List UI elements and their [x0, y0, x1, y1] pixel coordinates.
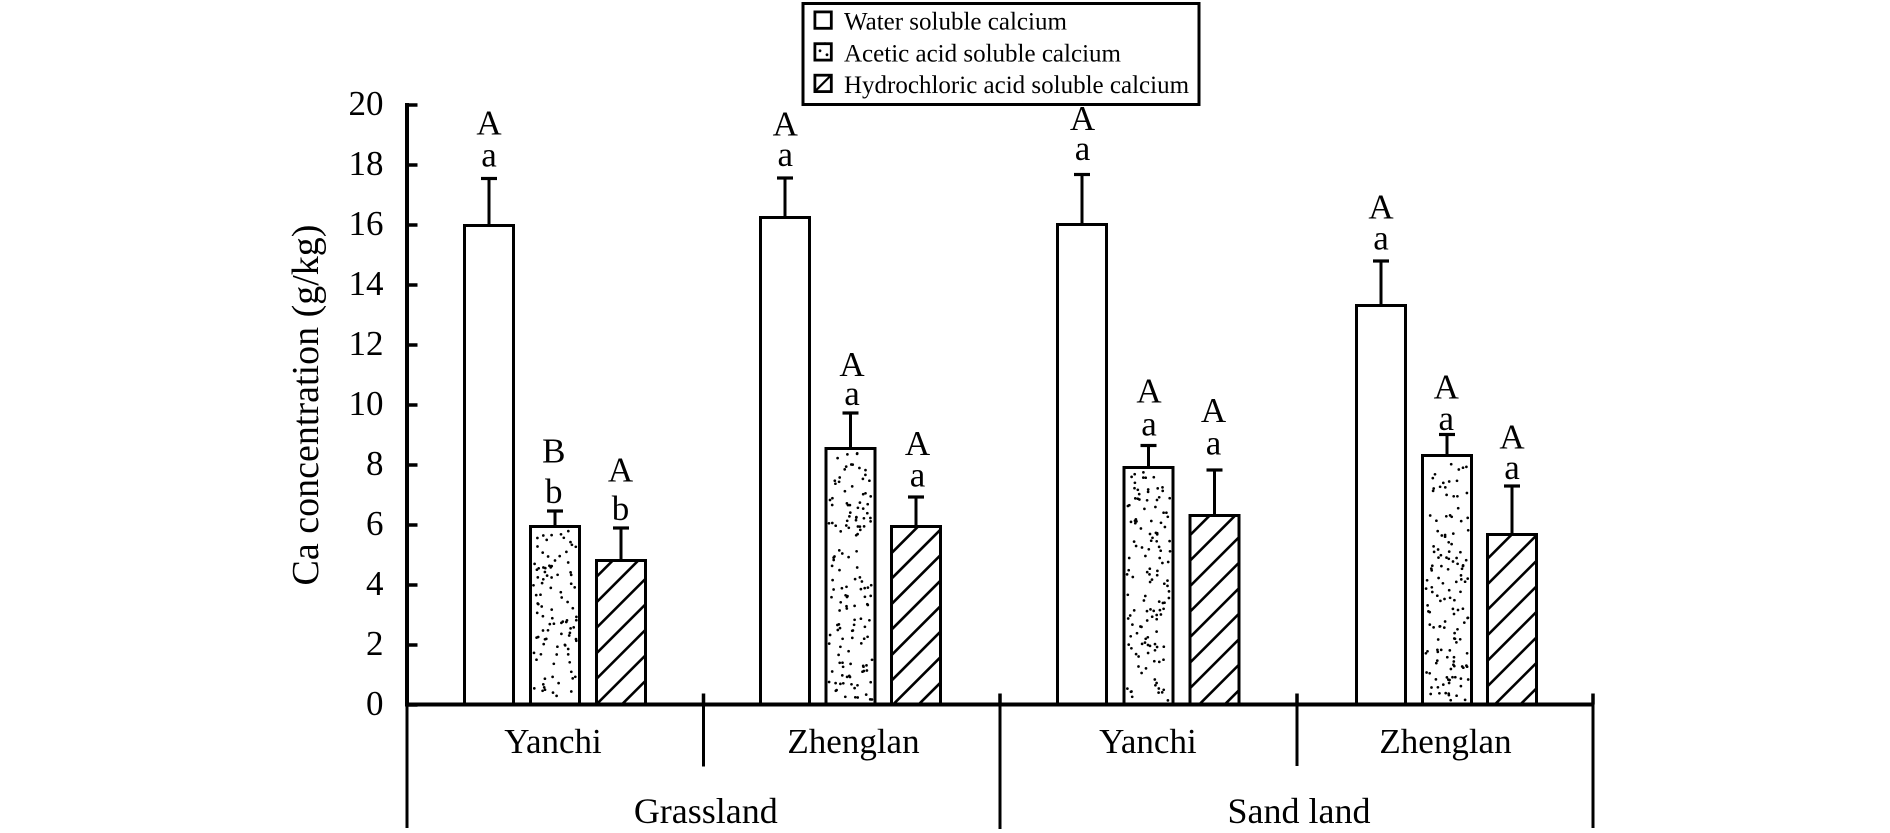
svg-text:b: b	[545, 472, 563, 511]
svg-text:0: 0	[366, 684, 384, 723]
svg-text:Yanchi: Yanchi	[1099, 722, 1197, 761]
svg-text:6: 6	[366, 504, 384, 543]
svg-text:B: B	[542, 432, 565, 471]
svg-text:a: a	[1373, 218, 1389, 257]
svg-text:a: a	[1206, 424, 1222, 463]
svg-text:A: A	[1499, 418, 1525, 457]
svg-text:Grassland: Grassland	[634, 791, 778, 831]
svg-text:A: A	[1434, 368, 1460, 407]
svg-text:16: 16	[349, 204, 384, 243]
svg-text:A: A	[905, 424, 931, 463]
svg-text:20: 20	[349, 84, 384, 123]
svg-text:a: a	[1504, 448, 1520, 487]
svg-text:b: b	[612, 489, 630, 528]
svg-text:Zhenglan: Zhenglan	[1379, 722, 1511, 761]
svg-text:Acetic acid soluble calcium: Acetic acid soluble calcium	[844, 40, 1122, 67]
svg-text:4: 4	[366, 564, 384, 603]
svg-text:12: 12	[349, 324, 384, 363]
svg-text:18: 18	[349, 144, 384, 183]
svg-text:A: A	[1201, 391, 1227, 430]
svg-text:a: a	[778, 135, 794, 174]
svg-text:Sand land: Sand land	[1228, 791, 1371, 831]
svg-text:a: a	[1141, 404, 1157, 443]
svg-text:a: a	[910, 455, 926, 494]
svg-text:a: a	[844, 374, 860, 413]
svg-text:a: a	[1075, 129, 1091, 168]
svg-text:a: a	[1439, 399, 1455, 438]
svg-text:A: A	[608, 451, 634, 490]
svg-text:Zhenglan: Zhenglan	[787, 722, 919, 761]
svg-text:A: A	[773, 105, 799, 144]
svg-text:Yanchi: Yanchi	[504, 722, 602, 761]
svg-text:Hydrochloric acid soluble calc: Hydrochloric acid soluble calcium	[844, 72, 1190, 99]
svg-text:Water soluble calcium: Water soluble calcium	[844, 9, 1067, 36]
svg-text:2: 2	[366, 624, 384, 663]
svg-text:a: a	[481, 135, 497, 174]
svg-text:Ca concentration (g/kg): Ca concentration (g/kg)	[285, 225, 327, 586]
svg-text:A: A	[839, 345, 865, 384]
svg-text:A: A	[1368, 188, 1394, 227]
svg-text:8: 8	[366, 444, 384, 483]
svg-text:10: 10	[349, 384, 384, 423]
svg-text:A: A	[1136, 372, 1162, 411]
svg-text:A: A	[476, 104, 502, 143]
svg-text:14: 14	[349, 264, 384, 303]
